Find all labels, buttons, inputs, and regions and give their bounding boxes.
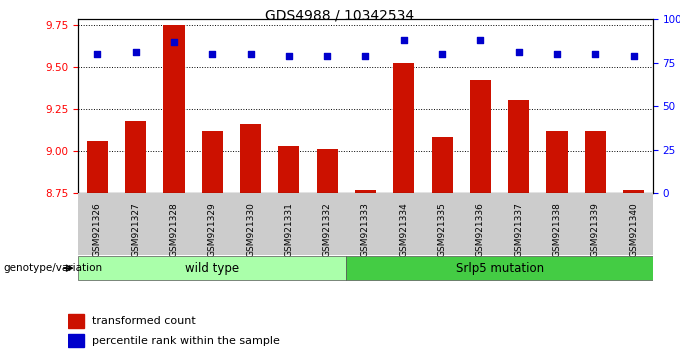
Bar <box>78 256 346 280</box>
Text: GSM921326: GSM921326 <box>93 202 102 257</box>
Bar <box>470 80 491 193</box>
Point <box>130 50 141 55</box>
Text: GSM921339: GSM921339 <box>591 202 600 257</box>
Text: GSM921340: GSM921340 <box>629 202 638 257</box>
Bar <box>270 193 308 255</box>
Bar <box>500 193 538 255</box>
Bar <box>155 193 193 255</box>
Text: GSM921335: GSM921335 <box>438 202 447 257</box>
Point <box>475 38 486 43</box>
Point <box>322 53 333 59</box>
Text: transformed count: transformed count <box>92 316 197 326</box>
Text: GSM921327: GSM921327 <box>131 202 140 257</box>
Text: GSM921329: GSM921329 <box>208 202 217 257</box>
Text: GSM921338: GSM921338 <box>553 202 562 257</box>
Point <box>551 51 562 57</box>
Bar <box>576 193 615 255</box>
Bar <box>355 189 376 193</box>
Bar <box>432 137 453 193</box>
Point <box>207 51 218 57</box>
Point <box>590 51 600 57</box>
Text: GSM921333: GSM921333 <box>361 202 370 257</box>
Bar <box>68 334 84 347</box>
Bar <box>68 314 84 328</box>
Bar <box>317 149 338 193</box>
Bar <box>615 193 653 255</box>
Bar <box>423 193 461 255</box>
Point <box>628 53 639 59</box>
Text: Srlp5 mutation: Srlp5 mutation <box>456 262 543 275</box>
Point <box>398 38 409 43</box>
Bar <box>585 131 606 193</box>
Point <box>513 50 524 55</box>
Text: GSM921332: GSM921332 <box>323 202 332 257</box>
Bar <box>163 24 184 193</box>
Bar <box>87 141 108 193</box>
Bar <box>385 193 423 255</box>
Text: GSM921336: GSM921336 <box>476 202 485 257</box>
Point <box>360 53 371 59</box>
Bar <box>78 193 116 255</box>
Text: GSM921337: GSM921337 <box>514 202 523 257</box>
Text: percentile rank within the sample: percentile rank within the sample <box>92 336 280 346</box>
Bar <box>231 193 270 255</box>
Text: GDS4988 / 10342534: GDS4988 / 10342534 <box>265 9 415 23</box>
Bar <box>193 193 231 255</box>
Bar <box>125 120 146 193</box>
Bar <box>346 256 653 280</box>
Bar <box>461 193 500 255</box>
Point <box>284 53 294 59</box>
Bar <box>202 131 223 193</box>
Text: GSM921328: GSM921328 <box>169 202 178 257</box>
Bar <box>240 124 261 193</box>
Bar <box>538 193 576 255</box>
Text: wild type: wild type <box>185 262 239 275</box>
Bar <box>623 189 644 193</box>
Point <box>437 51 447 57</box>
Point <box>245 51 256 57</box>
Point <box>169 39 180 45</box>
Text: GSM921334: GSM921334 <box>399 202 408 257</box>
Bar <box>508 100 529 193</box>
Text: GSM921331: GSM921331 <box>284 202 293 257</box>
Bar <box>308 193 346 255</box>
Bar <box>116 193 155 255</box>
Bar <box>346 193 385 255</box>
Bar <box>278 146 299 193</box>
Point <box>92 51 103 57</box>
Text: genotype/variation: genotype/variation <box>3 263 103 273</box>
Text: GSM921330: GSM921330 <box>246 202 255 257</box>
Bar <box>393 63 414 193</box>
Bar <box>547 131 568 193</box>
